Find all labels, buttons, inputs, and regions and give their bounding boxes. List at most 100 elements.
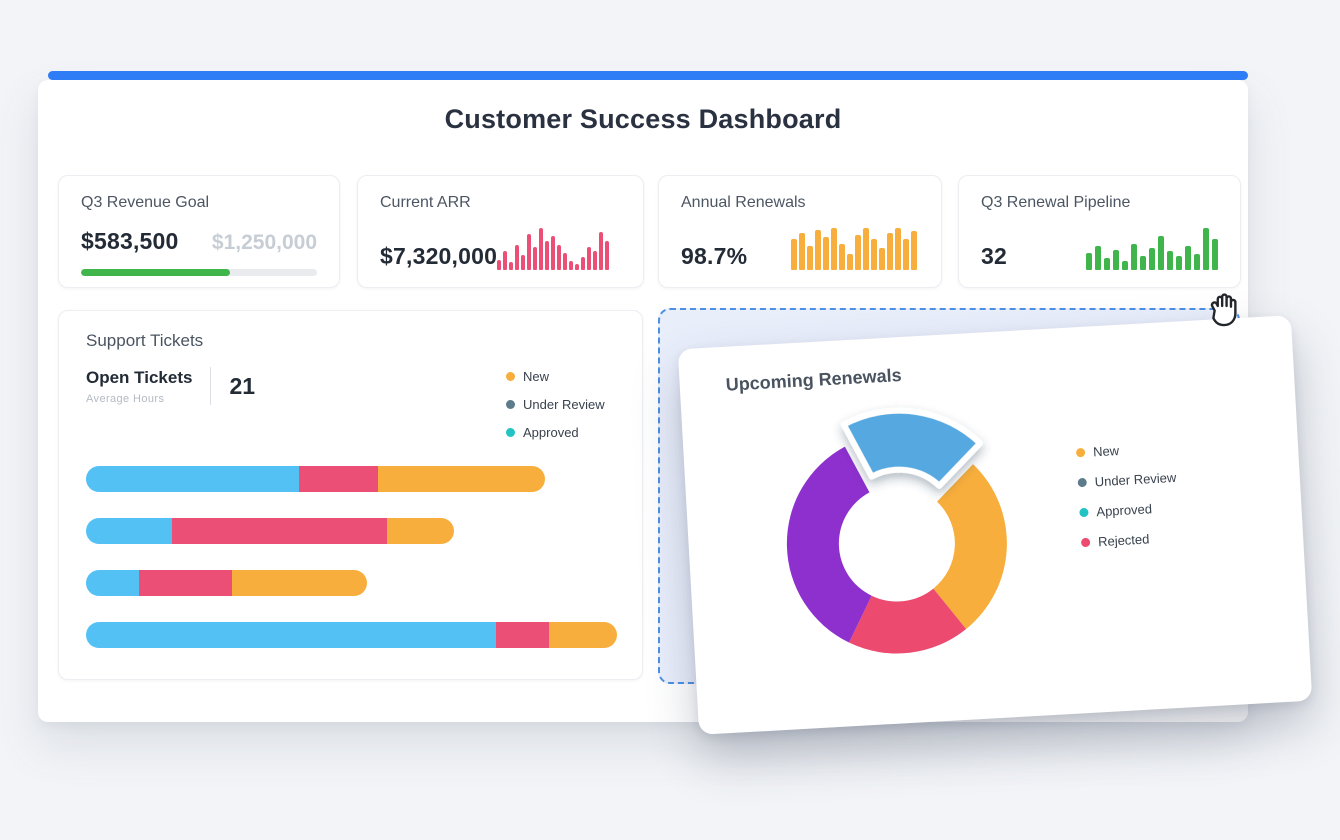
legend-dot-new — [1075, 447, 1086, 458]
accent-bar — [48, 71, 1248, 80]
metric-label: Open Tickets — [86, 367, 193, 387]
legend-dot-approved — [506, 428, 515, 437]
kpi-value: 32 — [981, 243, 1007, 269]
stacked-bar-segment — [378, 466, 546, 492]
sparkline-bar — [569, 260, 574, 270]
kpi-label: Q3 Revenue Goal — [81, 194, 210, 211]
sparkline-bar — [1122, 260, 1128, 270]
sparkline-bar — [807, 245, 813, 270]
sparkline-bar — [515, 244, 520, 270]
sparkline-bar — [887, 232, 893, 270]
sparkline-bar — [879, 247, 885, 270]
stacked-bar-segment — [549, 622, 617, 648]
kpi-card-current-arr[interactable]: Current ARR $7,320,000 — [357, 175, 644, 288]
legend-dot-new — [506, 372, 515, 381]
sparkline-bar — [587, 246, 592, 270]
sparkline-bar — [1185, 246, 1191, 270]
legend-item: Rejected — [1080, 530, 1180, 550]
sparkline-bar — [839, 243, 845, 270]
sparkline-bar — [1212, 238, 1218, 270]
revenue-progress-track — [81, 269, 317, 276]
sparkline-bar — [497, 259, 502, 270]
sparkline-bar — [847, 254, 853, 270]
renewals-sparkline-chart — [791, 228, 919, 270]
vertical-divider — [210, 367, 212, 405]
sparkline-bar — [791, 238, 797, 270]
sparkline-bar — [509, 261, 514, 270]
legend-dot-under-review — [1077, 477, 1088, 488]
sparkline-bar — [1203, 228, 1209, 270]
stacked-bar-segment — [172, 518, 388, 544]
kpi-target-value: $1,250,000 — [211, 231, 317, 254]
sparkline-bar — [557, 244, 562, 270]
legend-label: New — [523, 369, 550, 384]
stacked-bar-segment — [298, 466, 379, 492]
upcoming-renewals-card[interactable]: Upcoming Renewals New Under Review Appro… — [677, 315, 1313, 735]
kpi-value-row: $7,320,000 — [380, 228, 621, 270]
metric-value: 21 — [229, 372, 256, 399]
kpi-value: 98.7% — [681, 243, 748, 269]
legend-dot-under-review — [506, 400, 515, 409]
stacked-bar-segment — [496, 622, 550, 648]
arr-sparkline-chart — [497, 228, 621, 270]
sparkline-bar — [533, 246, 538, 270]
renewals-donut-chart — [786, 407, 1007, 654]
sparkline-bar — [539, 228, 544, 270]
sparkline-bar — [503, 251, 508, 270]
sparkline-bar — [605, 241, 610, 270]
support-legend: New Under Review Approved — [506, 369, 605, 440]
stacked-bar-segment — [86, 622, 497, 648]
legend-item: New — [506, 369, 605, 384]
kpi-value-row: 98.7% — [681, 228, 919, 270]
legend-item: Approved — [506, 425, 605, 440]
kpi-card-q3-renewal-pipeline[interactable]: Q3 Renewal Pipeline 32 — [958, 175, 1241, 288]
sparkline-bar — [563, 253, 568, 270]
stacked-bar-row — [86, 518, 454, 544]
legend-label: Approved — [1096, 501, 1153, 520]
sparkline-bar — [823, 236, 829, 270]
stacked-bar-row — [86, 570, 367, 596]
legend-label: New — [1092, 442, 1120, 460]
kpi-value-row: $583,500 $1,250,000 — [81, 228, 317, 255]
sparkline-bar — [1158, 235, 1164, 270]
stacked-bar-row — [86, 622, 617, 648]
sparkline-bar — [599, 232, 604, 270]
kpi-label: Current ARR — [380, 194, 471, 211]
sparkline-bar — [1194, 253, 1200, 270]
sparkline-bar — [581, 257, 586, 270]
kpi-label: Q3 Renewal Pipeline — [981, 194, 1131, 211]
sparkline-bar — [911, 230, 917, 270]
donut-segment-pink — [849, 588, 967, 654]
sparkline-bar — [863, 228, 869, 270]
legend-label: Approved — [523, 425, 579, 440]
stacked-bar-segment — [86, 570, 139, 596]
sparkline-bar — [799, 232, 805, 270]
sparkline-bar — [1086, 252, 1092, 270]
sparkline-bar — [1095, 246, 1101, 270]
sparkline-bar — [1104, 258, 1110, 270]
donut-segment-purple — [786, 446, 872, 643]
sparkline-bar — [1149, 248, 1155, 270]
legend-item: New — [1075, 440, 1175, 460]
legend-item: Approved — [1079, 500, 1178, 520]
renewals-legend: New Under Review Approved Rejected — [1075, 440, 1180, 550]
support-stacked-bar-chart — [86, 466, 617, 648]
legend-item: Under Review — [506, 397, 605, 412]
kpi-value-row: 32 — [981, 228, 1218, 270]
sparkline-bar — [815, 230, 821, 270]
kpi-card-annual-renewals[interactable]: Annual Renewals 98.7% — [658, 175, 942, 288]
support-card-title: Support Tickets — [86, 331, 204, 350]
legend-item: Under Review — [1077, 470, 1177, 490]
sparkline-bar — [527, 234, 532, 270]
support-tickets-card[interactable]: Support Tickets Open Tickets Average Hou… — [58, 310, 643, 680]
kpi-card-q3-revenue-goal[interactable]: Q3 Revenue Goal $583,500 $1,250,000 — [58, 175, 340, 288]
page-title: Customer Success Dashboard — [444, 104, 842, 134]
sparkline-bar — [831, 228, 837, 270]
grab-hand-icon — [1202, 288, 1246, 337]
sparkline-bar — [1167, 250, 1173, 270]
sparkline-bar — [593, 251, 598, 270]
stacked-bar-segment — [86, 518, 173, 544]
sparkline-bar — [1176, 256, 1182, 270]
sparkline-bar — [1131, 243, 1137, 270]
